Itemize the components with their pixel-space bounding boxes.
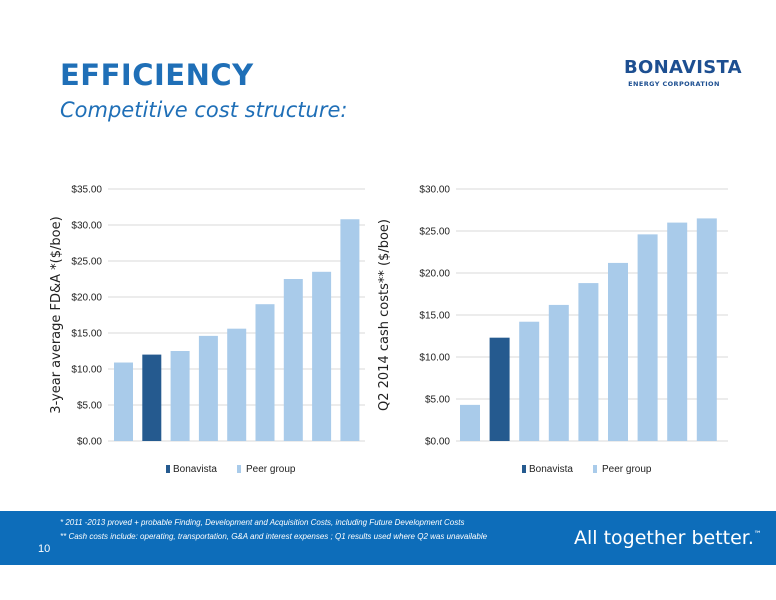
bar-peer [255,304,275,441]
y-tick-label: $10.00 [71,365,102,376]
y-tick-label: $5.00 [77,401,102,412]
y-tick-label: $35.00 [71,185,102,196]
legend-swatch-peer [593,465,597,473]
bar-peer [637,234,658,441]
bar-peer [283,279,303,441]
bar-bonavista [489,337,510,441]
page-subtitle: Competitive cost structure: [60,98,348,122]
bar-peer [198,335,218,441]
y-tick-label: $20.00 [419,269,450,280]
page-number: 10 [38,543,51,555]
y-tick-label: $5.00 [425,395,450,406]
footer-bar: * 2011 -2013 proved + probable Finding, … [0,511,776,565]
charts-canvas: $0.00 $5.00 $10.00 $15.00 $20.00 $25.00 $30.00… [49,185,728,475]
bar-peer [696,218,717,441]
y-tick-label: $20.00 [71,293,102,304]
tagline: All together better.™ [574,527,762,549]
trademark-symbol: ™ [753,529,762,539]
y-axis-label: 3-year average FD&A *($/boe) [49,216,64,413]
y-tick-label: $15.00 [71,329,102,340]
bar-peer [548,304,569,441]
logo-subtitle: ENERGY CORPORATION [628,80,720,88]
bar-peer [227,328,247,441]
legend-label-peer: Peer group [246,464,296,475]
bar-peer [340,219,360,441]
bar-peer [519,321,540,441]
y-tick-label: $25.00 [71,257,102,268]
page-title: EFFICIENCY [60,58,254,92]
company-logo: BONAVISTA ENERGY CORPORATION [624,57,742,89]
y-tick-label: $30.00 [419,185,450,196]
y-axis-label: Q2 2014 cash costs** ($/boe) [377,219,392,411]
logo-wordmark: BONAVISTA [624,57,742,78]
y-tick-label: $10.00 [419,353,450,364]
y-tick-label: $25.00 [419,227,450,238]
y-tick-label: $30.00 [71,221,102,232]
bar-peer [578,283,599,441]
bar-peer [667,222,688,441]
y-tick-label: $15.00 [419,311,450,322]
legend-swatch-bonavista [522,465,526,473]
bar-bonavista [142,354,162,441]
legend-label-bonavista: Bonavista [173,464,217,475]
legend-label-peer: Peer group [602,464,652,475]
legend-swatch-bonavista [166,465,170,473]
footnote-fda: * 2011 -2013 proved + probable Finding, … [60,518,465,527]
legend-swatch-peer [237,465,241,473]
bar-peer [114,362,133,441]
bar-peer [312,271,332,441]
bar-peer [608,262,628,441]
y-tick-label: $0.00 [425,437,450,448]
tagline-text: All together better. [574,527,754,549]
y-tick-label: $0.00 [77,437,102,448]
bar-peer [170,351,190,441]
bar-peer [460,404,480,441]
footnote-cash-costs: ** Cash costs include: operating, transp… [60,532,488,541]
legend-label-bonavista: Bonavista [529,464,573,475]
